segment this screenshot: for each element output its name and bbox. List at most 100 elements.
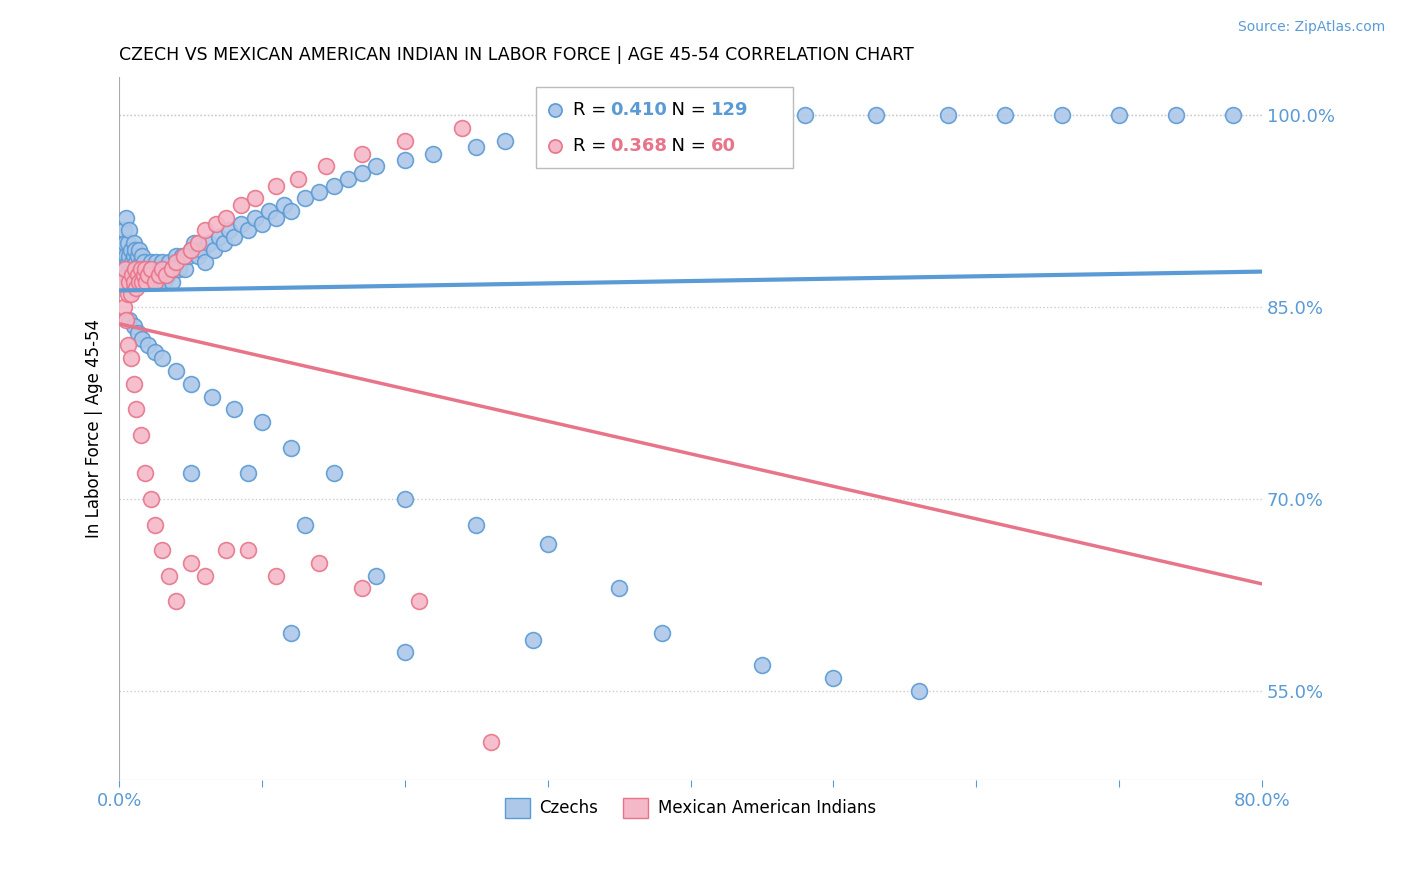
Point [243, 211, 266, 225]
Point [156, 268, 179, 282]
Point [194, 568, 217, 582]
Point [143, 275, 166, 289]
Point [127, 268, 149, 282]
Point [194, 255, 217, 269]
Point [138, 268, 160, 282]
Point [408, 594, 430, 608]
Point [751, 658, 773, 673]
Point [114, 261, 136, 276]
Point [120, 351, 142, 366]
Point [128, 261, 150, 276]
Point [112, 223, 135, 237]
Point [150, 543, 173, 558]
Point [136, 268, 159, 282]
Point [149, 268, 172, 282]
Point [124, 261, 146, 276]
Text: 60: 60 [711, 136, 737, 154]
Point [134, 261, 156, 276]
Point [336, 172, 359, 186]
Point [229, 217, 252, 231]
Point [132, 275, 155, 289]
Legend: Czechs, Mexican American Indians: Czechs, Mexican American Indians [498, 791, 883, 825]
FancyBboxPatch shape [536, 87, 793, 169]
Point [273, 198, 295, 212]
Point [205, 217, 228, 231]
Point [537, 537, 560, 551]
Point [537, 128, 560, 142]
Point [257, 204, 280, 219]
Point [139, 255, 162, 269]
Point [122, 376, 145, 391]
Text: 0.368: 0.368 [610, 136, 668, 154]
Point [143, 344, 166, 359]
Point [479, 735, 502, 749]
Point [120, 261, 142, 276]
Point [121, 275, 143, 289]
Point [128, 243, 150, 257]
Point [250, 217, 273, 231]
Point [218, 223, 240, 237]
Point [651, 626, 673, 640]
Point [294, 191, 316, 205]
Point [652, 169, 675, 183]
Point [157, 255, 180, 269]
Point [165, 249, 187, 263]
Point [266, 568, 288, 582]
Point [165, 594, 187, 608]
Point [167, 261, 190, 276]
Point [142, 261, 165, 276]
Point [494, 134, 516, 148]
Point [124, 261, 146, 276]
Point [212, 236, 235, 251]
Point [131, 332, 153, 346]
Point [465, 517, 488, 532]
Point [117, 338, 139, 352]
Point [936, 108, 959, 122]
Point [160, 275, 183, 289]
Point [129, 428, 152, 442]
Point [120, 287, 142, 301]
Point [793, 108, 815, 122]
Point [451, 121, 474, 136]
Point [150, 261, 173, 276]
Point [129, 275, 152, 289]
Point [180, 376, 202, 391]
Point [823, 671, 845, 685]
Text: N =: N = [659, 101, 711, 120]
Point [121, 255, 143, 269]
Point [865, 108, 887, 122]
Point [131, 268, 153, 282]
Point [198, 236, 221, 251]
Point [125, 275, 148, 289]
Point [118, 249, 141, 263]
Point [229, 198, 252, 212]
Point [157, 568, 180, 582]
Point [579, 121, 602, 136]
Point [134, 467, 156, 481]
Point [422, 146, 444, 161]
Point [139, 491, 162, 506]
Text: R =: R = [572, 136, 612, 154]
Point [114, 261, 136, 276]
Point [394, 491, 416, 506]
Point [131, 275, 153, 289]
Point [465, 140, 488, 154]
Point [153, 261, 176, 276]
Point [115, 211, 138, 225]
Point [139, 261, 162, 276]
Point [145, 255, 167, 269]
Point [136, 338, 159, 352]
Point [280, 441, 302, 455]
Point [215, 543, 238, 558]
Point [129, 261, 152, 276]
Point [152, 275, 174, 289]
Point [121, 268, 143, 282]
Point [115, 249, 138, 263]
Point [127, 268, 149, 282]
Text: Source: ZipAtlas.com: Source: ZipAtlas.com [1237, 20, 1385, 34]
Point [150, 351, 173, 366]
Point [112, 243, 135, 257]
Point [208, 229, 231, 244]
Point [146, 275, 169, 289]
Point [308, 556, 330, 570]
